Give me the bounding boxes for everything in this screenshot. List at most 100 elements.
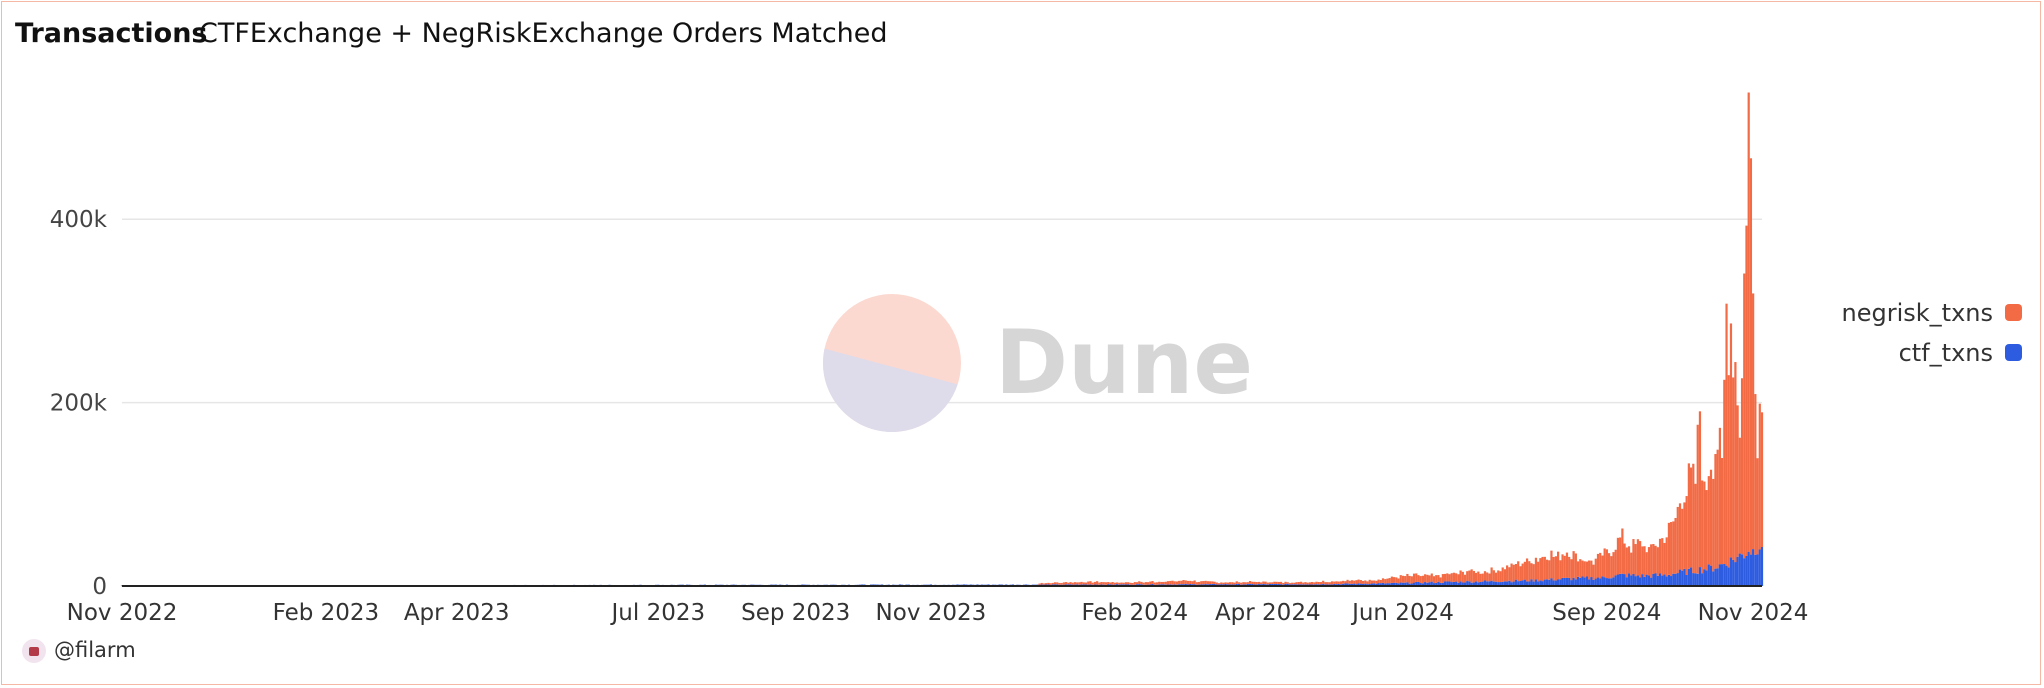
bar-negrisk-txns <box>1271 582 1274 584</box>
bar-ctf-txns <box>1525 581 1529 586</box>
bar-ctf-txns <box>1490 580 1493 586</box>
x-tick-label: Jul 2023 <box>610 600 706 626</box>
bar-negrisk-txns <box>1490 567 1493 581</box>
bar-negrisk-txns <box>1087 581 1090 585</box>
bar-negrisk-txns <box>1279 581 1283 585</box>
author-handle[interactable]: @filarm <box>54 638 136 662</box>
bar-ctf-txns <box>1601 576 1604 586</box>
bar-ctf-txns <box>1625 577 1628 586</box>
bar-negrisk-txns <box>1718 427 1721 565</box>
bar-negrisk-txns <box>1100 581 1103 585</box>
bar-negrisk-txns <box>1288 583 1292 585</box>
bar-ctf-txns <box>1514 579 1518 586</box>
bar-ctf-txns <box>1273 583 1276 586</box>
bar-negrisk-txns <box>1656 547 1659 576</box>
bar-negrisk-txns <box>1506 565 1509 582</box>
bar-negrisk-txns <box>1224 582 1227 585</box>
bar-negrisk-txns <box>1517 561 1520 582</box>
bar-negrisk-txns <box>1614 549 1617 576</box>
bar-negrisk-txns <box>1692 463 1695 574</box>
bar-ctf-txns <box>1592 579 1595 586</box>
bar-negrisk-txns <box>1539 558 1542 581</box>
bar-ctf-txns <box>1585 576 1589 586</box>
bar-negrisk-txns <box>1645 552 1648 575</box>
bar-ctf-txns <box>1559 579 1562 586</box>
bar-negrisk-txns <box>1486 572 1489 582</box>
bar-ctf-txns <box>1616 574 1620 586</box>
bar-negrisk-txns <box>1160 581 1163 585</box>
bar-negrisk-txns <box>1426 574 1429 583</box>
bar-ctf-txns <box>1443 581 1447 586</box>
bar-negrisk-txns <box>1475 572 1478 582</box>
bar-negrisk-txns <box>1233 582 1236 585</box>
bar-negrisk-txns <box>1512 564 1515 582</box>
bar-negrisk-txns <box>1541 556 1544 582</box>
bar-negrisk-txns <box>1585 561 1589 577</box>
bar-negrisk-txns <box>1652 544 1655 574</box>
bar-negrisk-txns <box>1758 403 1761 550</box>
bar-negrisk-txns <box>1242 582 1245 585</box>
bar-negrisk-txns <box>1193 580 1196 585</box>
bar-negrisk-txns <box>1412 573 1416 583</box>
bar-ctf-txns <box>1501 581 1504 586</box>
bar-ctf-txns <box>1470 582 1473 586</box>
x-tick-label: Nov 2022 <box>67 600 178 626</box>
bar-ctf-txns <box>1390 582 1393 586</box>
bar-ctf-txns <box>1412 582 1416 586</box>
bar-ctf-txns <box>1528 581 1531 586</box>
bar-negrisk-txns <box>1752 293 1755 550</box>
bar-negrisk-txns <box>1202 581 1205 585</box>
bar-negrisk-txns <box>1408 575 1411 584</box>
bar-negrisk-txns <box>1045 583 1048 585</box>
bar-negrisk-txns <box>1197 581 1201 585</box>
bar-negrisk-txns <box>1158 581 1161 585</box>
bar-negrisk-txns <box>1625 547 1628 578</box>
bar-negrisk-txns <box>1532 564 1535 582</box>
bar-ctf-txns <box>1379 583 1382 586</box>
bar-ctf-txns <box>1663 574 1666 586</box>
bar-ctf-txns <box>1388 583 1391 586</box>
bar-negrisk-txns <box>1353 580 1356 584</box>
bar-negrisk-txns <box>1040 582 1043 585</box>
bar-negrisk-txns <box>1120 582 1123 585</box>
bar-negrisk-txns <box>1244 582 1247 585</box>
bar-negrisk-txns <box>1632 539 1635 575</box>
bar-ctf-txns <box>1517 581 1520 586</box>
bar-negrisk-txns <box>1537 561 1540 582</box>
bar-negrisk-txns <box>1096 581 1099 585</box>
bar-negrisk-txns <box>1503 569 1507 582</box>
bar-negrisk-txns <box>1330 581 1334 585</box>
bar-negrisk-txns <box>1375 580 1378 584</box>
bar-negrisk-txns <box>1627 546 1631 574</box>
bar-ctf-txns <box>1696 573 1699 586</box>
bar-negrisk-txns <box>1457 574 1460 583</box>
bar-negrisk-txns <box>1173 581 1176 585</box>
bar-ctf-txns <box>1237 583 1241 586</box>
bar-negrisk-txns <box>1630 552 1633 576</box>
legend-swatch-negrisk-txns[interactable] <box>2005 304 2022 321</box>
chart-legend[interactable]: negrisk_txns ctf_txns <box>1842 299 2022 367</box>
bar-negrisk-txns <box>1397 578 1400 584</box>
bar-ctf-txns <box>1415 581 1418 586</box>
bar-negrisk-txns <box>1049 583 1052 585</box>
legend-label-negrisk-txns[interactable]: negrisk_txns <box>1842 299 1993 327</box>
bar-ctf-txns <box>1729 557 1733 586</box>
bar-ctf-txns <box>1705 570 1708 586</box>
user-avatar-icon[interactable] <box>22 639 46 663</box>
bar-negrisk-txns <box>1140 581 1143 585</box>
bar-negrisk-txns <box>1062 582 1065 585</box>
bar-negrisk-txns <box>1705 490 1708 571</box>
legend-label-ctf-txns[interactable]: ctf_txns <box>1899 339 1993 367</box>
bar-ctf-txns <box>1541 581 1544 586</box>
bar-negrisk-txns <box>1379 579 1382 584</box>
bar-negrisk-txns <box>1696 424 1699 574</box>
bar-ctf-txns <box>1268 583 1272 586</box>
legend-swatch-ctf-txns[interactable] <box>2005 344 2022 361</box>
bar-negrisk-txns <box>1384 579 1387 584</box>
bar-ctf-txns <box>1235 583 1238 586</box>
bar-ctf-txns <box>1612 577 1615 586</box>
bar-negrisk-txns <box>1437 575 1440 582</box>
bar-negrisk-txns <box>1248 581 1252 584</box>
bar-negrisk-txns <box>1178 580 1181 585</box>
bar-ctf-txns <box>1404 582 1407 586</box>
